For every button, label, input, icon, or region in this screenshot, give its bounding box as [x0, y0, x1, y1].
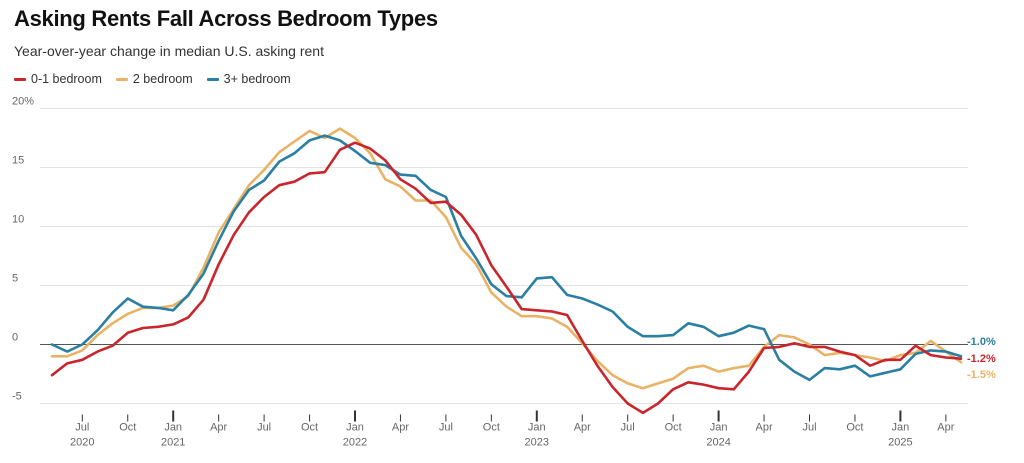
x-tick-label: Oct	[665, 422, 682, 434]
x-tick-label: Jan	[164, 422, 182, 434]
end-label-0-1-bedroom: -1.2%	[967, 353, 996, 365]
y-tick-label: 10	[12, 214, 24, 226]
x-tick-label: Jul	[439, 422, 453, 434]
legend-label-0-1-bedroom: 0-1 bedroom	[31, 72, 102, 86]
chart-subtitle: Year-over-year change in median U.S. ask…	[14, 43, 324, 59]
x-tick-label: Jul	[621, 422, 635, 434]
end-label-2-bedroom: -1.5%	[967, 369, 996, 381]
y-tick-label: 5	[12, 273, 18, 285]
legend-item-2-bedroom: 2 bedroom	[115, 72, 193, 86]
y-tick-label: 20%	[12, 96, 34, 108]
x-tick-label: Apr	[937, 422, 954, 434]
x-year-label: 2022	[343, 437, 367, 449]
x-tick-label: Oct	[483, 422, 500, 434]
x-year-label: 2020	[70, 437, 94, 449]
x-tick-label: Oct	[301, 422, 318, 434]
x-axis: Jul 2020 Oct Jan 2021 Apr Jul Oct Jan 2022 Apr Jul O…	[70, 410, 955, 449]
x-tick-label: Apr	[755, 422, 772, 434]
series-line-0-1-bedroom	[50, 141, 963, 415]
grid-layer: -5 0 5 10 15 20%	[12, 96, 968, 404]
x-tick-label: Apr	[392, 422, 409, 434]
x-year-label: 2025	[888, 437, 912, 449]
y-tick-label: -5	[12, 391, 22, 403]
end-label-3-bedroom: -1.0%	[967, 336, 996, 348]
x-tick-label: Jul	[257, 422, 271, 434]
chart-legend: 0-1 bedroom 2 bedroom 3+ bedroom	[14, 72, 291, 86]
y-tick-label: 15	[12, 155, 24, 167]
x-tick-label: Oct	[119, 422, 136, 434]
x-tick-label: Jan	[528, 422, 546, 434]
series-layer	[50, 127, 963, 415]
chart-title: Asking Rents Fall Across Bedroom Types	[14, 6, 438, 31]
y-tick-label: 0	[12, 332, 18, 344]
legend-swatch-3-plus-bedroom	[206, 77, 219, 81]
x-tick-label: Apr	[210, 422, 227, 434]
legend-swatch-2-bedroom	[115, 77, 128, 81]
legend-item-3-plus-bedroom: 3+ bedroom	[206, 72, 291, 86]
x-tick-label: Apr	[574, 422, 591, 434]
x-year-label: 2021	[161, 437, 185, 449]
legend-item-0-1-bedroom: 0-1 bedroom	[14, 72, 102, 86]
legend-label-2-bedroom: 2 bedroom	[132, 72, 193, 86]
x-tick-label: Jan	[710, 422, 728, 434]
end-labels: -1.2% -1.5% -1.0%	[967, 336, 996, 381]
series-line-2-bedroom	[50, 127, 963, 390]
series-line-3-bedroom	[50, 134, 963, 382]
legend-swatch-0-1-bedroom	[14, 77, 26, 81]
x-tick-label: Jan	[892, 422, 910, 434]
x-tick-label: Jan	[346, 422, 364, 434]
x-tick-label: Oct	[846, 422, 863, 434]
x-year-label: 2023	[525, 437, 549, 449]
x-tick-label: Jul	[75, 422, 89, 434]
legend-label-3-plus-bedroom: 3+ bedroom	[223, 72, 291, 86]
x-tick-label: Jul	[802, 422, 816, 434]
x-year-label: 2024	[706, 437, 730, 449]
